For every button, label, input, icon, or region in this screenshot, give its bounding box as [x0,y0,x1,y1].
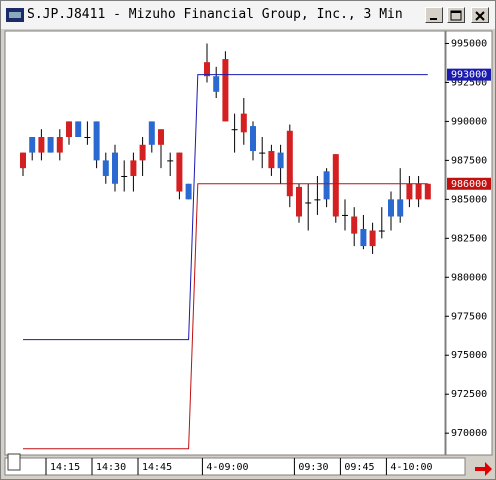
app-icon [6,8,24,22]
candle-body [296,186,302,217]
candle-body [240,113,247,133]
y-tick-label: 972500 [451,389,487,400]
candle-body [84,137,91,138]
y-tick-label: 977500 [451,311,487,322]
candle-body [158,129,164,145]
minimize-button[interactable] [425,7,443,23]
candle-body [204,62,210,77]
candle-body [406,183,413,200]
y-tick-label: 990000 [451,116,487,127]
candle-body [305,202,312,204]
candle-body [29,137,36,153]
maximize-button[interactable] [447,7,465,23]
candle-body [112,152,118,184]
indicator-line [23,74,428,341]
candle-body [424,183,431,200]
x-tick-label: 14:45 [142,462,172,473]
candle-body [66,121,72,137]
candle-body [56,137,63,153]
x-tick-label: 09:30 [298,462,328,473]
y-tick-label: 982500 [451,233,487,244]
y-tick-label: 980000 [451,272,487,283]
y-tick-label: 970000 [451,428,487,439]
candle-body [167,160,174,162]
chart: 970000 972500 975000 977500 980000 982500 9850… [4,30,493,476]
candle-body [121,175,128,177]
price-marker [447,68,491,81]
x-tick-label: 14:30 [96,462,126,473]
candle-body [259,152,266,154]
candle-body [342,214,348,216]
candle-body [75,121,82,137]
candle-body [47,137,54,153]
x-tick-label: 4-10:00 [390,462,432,473]
title-bar: S.JP.J8411 - Mizuho Financial Group, Inc… [1,1,495,29]
candle-body [231,129,238,131]
candle-body [378,230,385,232]
candle-body [286,130,293,197]
x-tick-label: 4-09:00 [206,462,248,473]
candle-body [323,171,330,200]
close-button[interactable] [471,7,489,23]
candle-body [20,152,26,169]
candle-body [250,126,256,152]
y-tick-label: 995000 [451,38,487,49]
candle-body [268,151,275,169]
candle-body [360,228,367,247]
price-marker [447,177,491,190]
y-tick-label: 985000 [451,194,487,205]
indicator-line [23,183,428,450]
y-tick-label: 975000 [451,350,487,361]
time-axis [4,457,466,476]
candle-body [397,199,404,217]
x-tick-label: 09:45 [344,462,374,473]
price-marker-label: 986000 [451,179,487,190]
y-tick-label: 987500 [451,155,487,166]
candle-body [139,144,146,161]
candle-body [38,137,45,153]
x-tick-label: 14:15 [50,462,80,473]
candle-body [176,152,183,192]
candle-body [388,199,394,217]
candle-body [277,152,284,169]
candle-body [332,154,339,217]
window-title: S.JP.J8411 - Mizuho Financial Group, Inc… [27,7,403,22]
price-axis [445,30,493,456]
candle-body [93,121,100,161]
candle-body [351,216,358,234]
candle-body [314,199,321,201]
candle-body [213,76,220,92]
candle-body [185,183,192,200]
candle-body [222,59,229,122]
candle-body [369,230,376,247]
candle-body [148,121,155,145]
scroll-arrow[interactable] [475,462,492,476]
candle-body [102,160,109,176]
y-tick-label: 992500 [451,77,487,88]
scroll-box[interactable] [7,453,21,471]
price-marker-label: 993000 [451,70,487,81]
candle-body [130,160,137,176]
candle-body [415,183,422,200]
